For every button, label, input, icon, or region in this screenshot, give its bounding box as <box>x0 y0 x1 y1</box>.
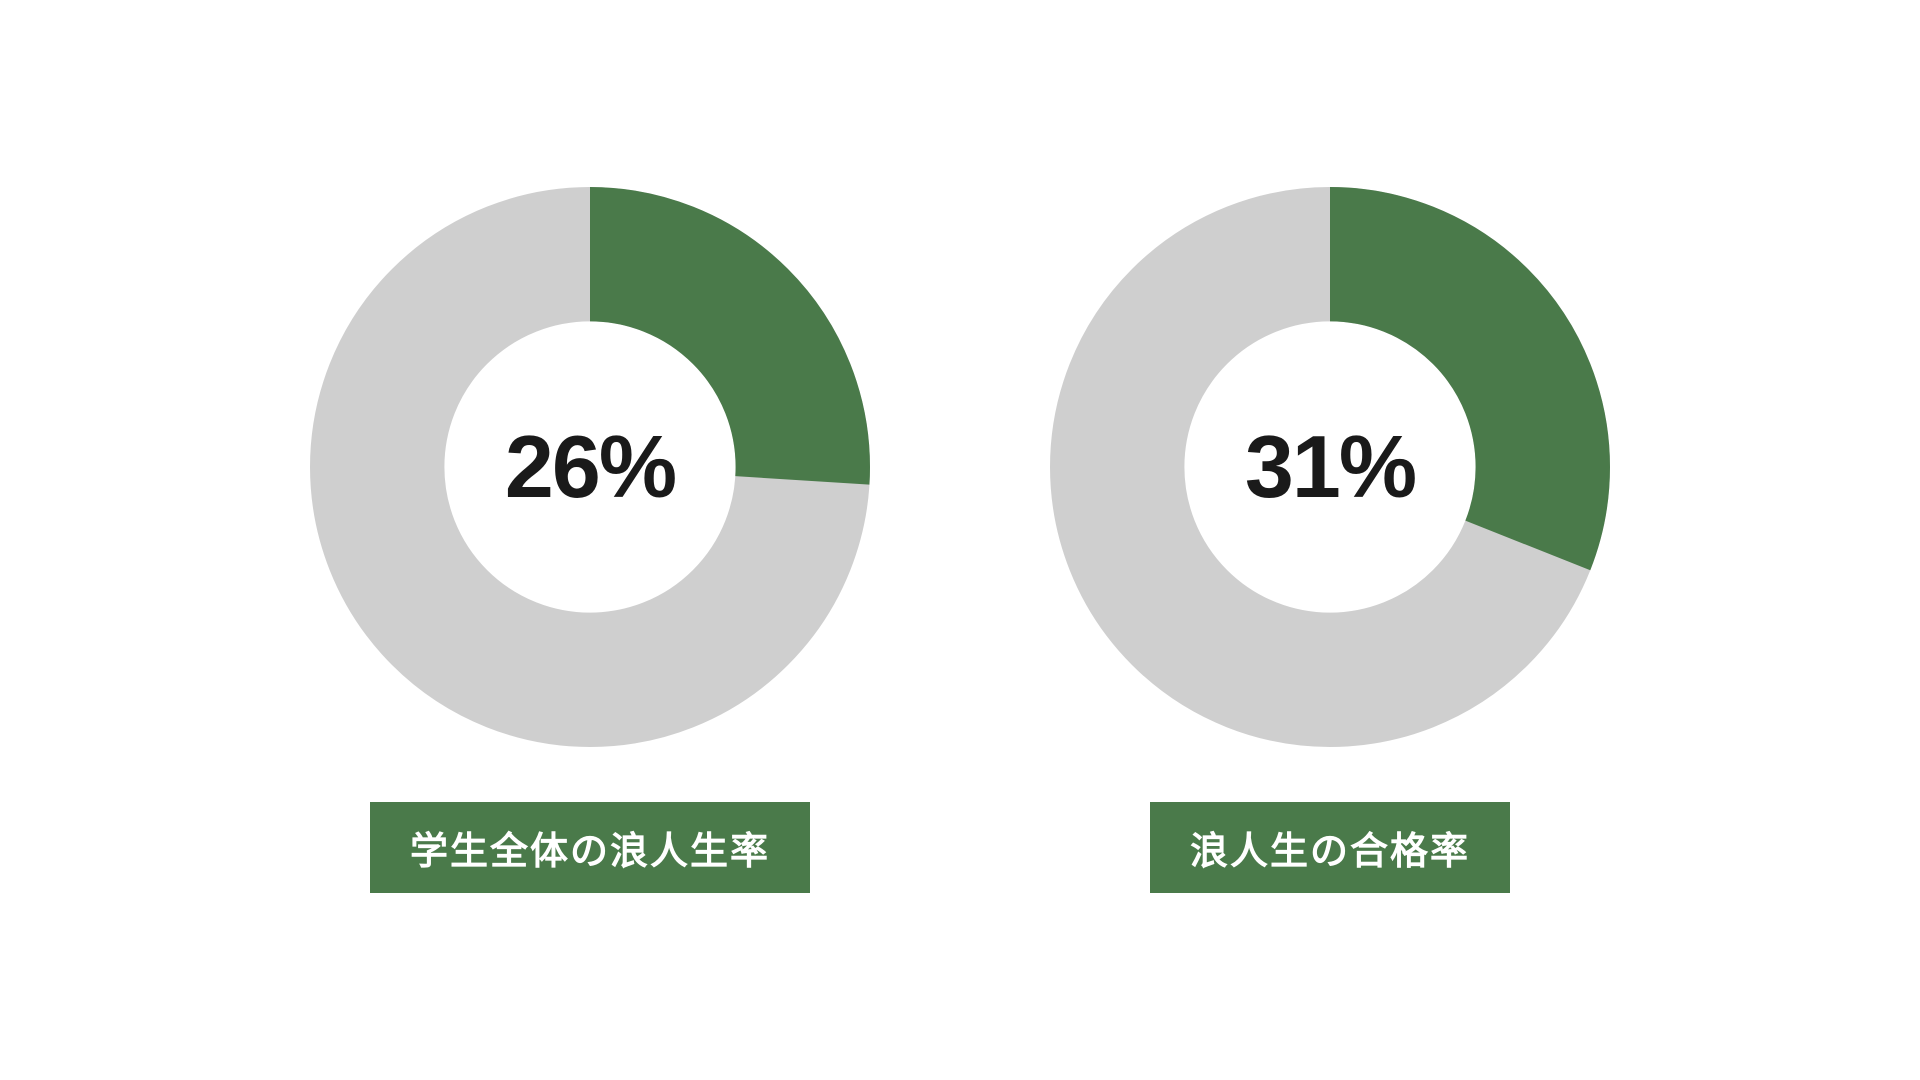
chart-label-0: 学生全体の浪人生率 <box>370 802 810 893</box>
donut-center-text-0: 26% <box>505 416 675 518</box>
donut-center-text-1: 31% <box>1245 416 1415 518</box>
chart-block-1: 31% 浪人生の合格率 <box>1050 187 1610 893</box>
charts-container: 26% 学生全体の浪人生率 31% 浪人生の合格率 <box>310 187 1610 893</box>
donut-chart-1: 31% <box>1050 187 1610 747</box>
donut-chart-0: 26% <box>310 187 870 747</box>
chart-label-1: 浪人生の合格率 <box>1150 802 1510 893</box>
chart-block-0: 26% 学生全体の浪人生率 <box>310 187 870 893</box>
